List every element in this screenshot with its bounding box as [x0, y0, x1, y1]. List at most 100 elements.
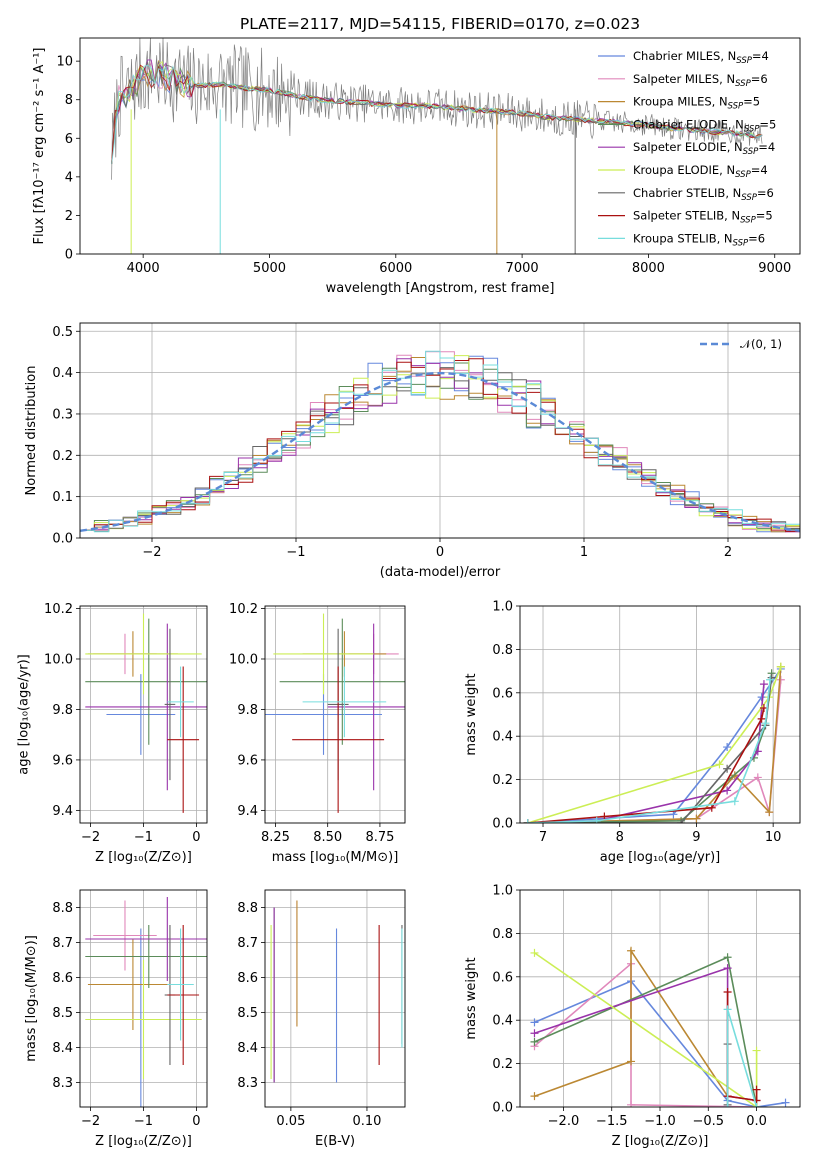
y-tick-label: 1.0	[492, 884, 513, 899]
mass-weight-line	[534, 948, 729, 1097]
spectrum-model-line	[111, 64, 763, 165]
spectrum-model-line	[111, 64, 763, 165]
legend-label: Salpeter MILES, NSSP=6	[633, 72, 768, 89]
x-tick-label: −2	[81, 830, 100, 845]
plot-frame	[79, 889, 208, 1108]
panel-mass_vs_z: −2 −1 0 8.3 8.4 8.5 8.6 8.7 8.8 Z [log₁₀(Z/Z⊙)] ma…	[24, 889, 208, 1149]
x-axis-label: Z [log₁₀(Z/Z⊙)]	[612, 1134, 709, 1149]
x-tick-label: 1	[580, 545, 588, 560]
x-axis-label: wavelength [Angstrom, rest frame]	[326, 281, 555, 296]
y-tick-label: 10.2	[229, 602, 258, 617]
y-tick-label: 8.4	[52, 1041, 73, 1056]
mass-weight-marker	[776, 675, 785, 684]
y-tick-label: 9.4	[52, 804, 73, 819]
y-tick-label: 4	[65, 170, 73, 185]
grid-lines	[520, 889, 800, 1108]
y-tick-label: 9.8	[237, 703, 258, 718]
y-tick-label: 0.0	[492, 1101, 513, 1116]
y-tick-label: 10.0	[44, 652, 73, 667]
mass-weight-marker	[766, 675, 775, 684]
legend-label: Chabrier STELIB, NSSP=6	[633, 186, 774, 203]
mass-weight-line	[527, 668, 782, 823]
x-axis-label: mass [log₁₀(M/M⊙)]	[272, 850, 399, 865]
plot-frame	[79, 37, 801, 255]
legend-label: Salpeter ELODIE, NSSP=4	[633, 140, 775, 157]
x-tick-label: 9	[692, 830, 700, 845]
panels: 4000 5000 6000 7000 8000 90000246810wavelengt…	[17, 37, 801, 1149]
x-tick-label: 8.25	[261, 830, 290, 845]
y-tick-label: 8.7	[237, 936, 258, 951]
plot-frame	[79, 322, 801, 539]
mass-weight-marker	[753, 773, 762, 782]
y-tick-label: 6	[65, 132, 73, 147]
legend-label: Kroupa ELODIE, NSSP=4	[633, 163, 768, 180]
mass-weight-marker	[715, 760, 724, 769]
mass-weight-marker	[759, 680, 768, 689]
mass-weight-marker	[592, 816, 601, 823]
x-tick-label: −1.5	[596, 1114, 628, 1129]
x-tick-label: 8.50	[313, 830, 342, 845]
y-tick-label: 8	[65, 93, 73, 108]
panel-mass_weight_vs_age: 7 8 9 10 0.0 0.2 0.4 0.6 0.8 1.0 age [log₁₀(age/yr…	[464, 600, 801, 865]
y-tick-label: 0.8	[492, 927, 513, 942]
y-tick-label: 0.2	[52, 449, 73, 464]
mass-weight-marker	[765, 808, 774, 817]
y-axis-label: mass weight	[464, 957, 479, 1039]
grid-lines	[80, 606, 207, 823]
x-tick-label: −0.5	[692, 1114, 724, 1129]
mass-weight-marker	[723, 786, 732, 795]
mass-weight-marker	[723, 743, 732, 752]
mass-weight-marker	[523, 819, 532, 823]
x-axis-label: age [log₁₀(age/yr)]	[600, 850, 721, 865]
x-tick-label: 4000	[127, 261, 160, 276]
legend: Chabrier MILES, NSSP=4 Salpeter MILES, NS…	[598, 49, 776, 248]
legend-label: Kroupa STELIB, NSSP=6	[633, 231, 765, 248]
y-tick-label: 8.3	[237, 1076, 258, 1091]
gaussian-line	[80, 371, 800, 532]
mass-weight-line	[533, 962, 757, 1107]
plot-area	[111, 38, 763, 254]
x-tick-label: 7	[539, 830, 547, 845]
x-tick-label: 6000	[379, 261, 412, 276]
spectrum-model-line	[111, 61, 763, 165]
legend-label: Chabrier MILES, NSSP=4	[633, 49, 769, 66]
mass-weight-line	[527, 666, 782, 823]
mass-weight-marker	[730, 797, 739, 806]
x-axis-label: (data-model)/error	[380, 565, 501, 580]
mass-weight-marker	[530, 948, 539, 957]
plot-area	[85, 613, 207, 813]
mass-weight-marker	[781, 1098, 790, 1107]
mass-weight-marker	[677, 819, 686, 823]
y-tick-label: 10.0	[229, 652, 258, 667]
y-tick-label: 8.7	[52, 936, 73, 951]
x-tick-label: 9000	[758, 261, 791, 276]
mass-weight-marker	[723, 964, 732, 973]
y-tick-label: 0.6	[492, 970, 513, 985]
mass-weight-marker	[627, 1057, 636, 1066]
spectrum-model-line	[111, 59, 763, 165]
y-tick-label: 10.2	[44, 602, 73, 617]
figure-title: PLATE=2117, MJD=54115, FIBERID=0170, z=0…	[240, 15, 640, 33]
x-tick-label: 10	[765, 830, 782, 845]
y-tick-label: 0.8	[492, 643, 513, 658]
mass-weight-line	[527, 666, 782, 823]
mass-weight-marker	[627, 946, 636, 955]
x-tick-label: 0	[192, 830, 200, 845]
y-tick-label: 0	[65, 248, 73, 263]
mass-weight-marker	[761, 719, 770, 728]
y-tick-label: 0.3	[52, 407, 73, 422]
histogram-step-line	[80, 355, 800, 531]
y-tick-label: 9.4	[237, 804, 258, 819]
x-tick-label: −2	[142, 545, 161, 560]
x-tick-label: 0	[192, 1114, 200, 1129]
x-tick-label: 8000	[632, 261, 665, 276]
y-tick-label: 9.6	[237, 753, 258, 768]
spectrum-model-line	[111, 60, 763, 165]
y-tick-label: 0.0	[492, 817, 513, 832]
y-tick-label: 8.8	[52, 901, 73, 916]
y-tick-label: 0.4	[52, 366, 73, 381]
x-tick-label: −1	[134, 830, 153, 845]
plot-frame	[79, 605, 208, 824]
y-axis-label: mass [log₁₀(M/M⊙)]	[24, 935, 39, 1062]
plot-frame	[264, 889, 406, 1108]
